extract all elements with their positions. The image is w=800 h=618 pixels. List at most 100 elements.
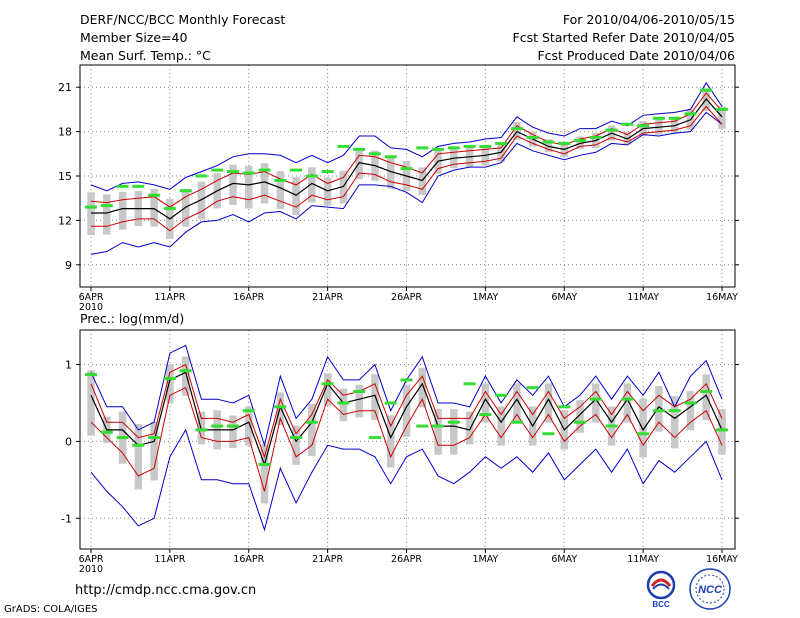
spread-box — [245, 406, 253, 446]
bcc-logo-label: BCC — [652, 600, 670, 609]
observed-marker — [305, 174, 318, 178]
observed-marker — [242, 171, 255, 175]
observed-marker — [179, 369, 192, 373]
observed-marker — [384, 155, 397, 159]
spread-box — [87, 370, 95, 436]
x-tick-label: 6APR — [79, 554, 104, 565]
spread-box — [718, 408, 726, 455]
forecast-produced-date: Fcst Produced Date 2010/04/06 — [537, 48, 735, 63]
chart-title: DERF/NCC/BCC Monthly Forecast — [80, 12, 286, 27]
ncc-logo: NCC — [689, 568, 731, 610]
spread-box — [513, 122, 521, 140]
observed-marker — [226, 170, 239, 174]
observed-marker — [274, 178, 287, 182]
observed-marker — [716, 428, 728, 432]
observed-marker — [668, 409, 681, 413]
series-line-mean — [91, 98, 723, 220]
series-line-lower — [90, 386, 723, 492]
observed-marker — [116, 184, 129, 188]
series-line-upper — [90, 363, 723, 459]
x-tick-label: 26APR — [391, 292, 422, 303]
spread-box — [386, 415, 395, 468]
x-tick-label: 16APR — [233, 554, 264, 565]
x-tick-label: 16APR — [233, 292, 264, 303]
observed-marker — [368, 436, 381, 440]
observed-marker — [148, 436, 161, 440]
observed-marker — [321, 382, 334, 386]
spread-box — [544, 139, 553, 152]
spread-box — [481, 383, 490, 423]
variable-label: Mean Surf. Temp.: °C — [80, 48, 211, 63]
x-tick-year-label: 2010 — [79, 302, 103, 313]
x-tick-label: 11APR — [154, 292, 185, 303]
spread-box — [103, 194, 111, 235]
forecast-period: For 2010/04/06-2010/05/15 — [562, 12, 735, 27]
spread-box — [260, 163, 269, 204]
y-tick-label: -1 — [61, 512, 72, 525]
spread-box — [497, 406, 505, 446]
observed-marker — [400, 167, 413, 171]
observed-marker — [305, 420, 318, 424]
observed-marker — [416, 146, 429, 150]
observed-marker — [274, 405, 287, 409]
spread-box — [150, 421, 158, 481]
spread-box — [87, 192, 95, 236]
observed-marker — [195, 428, 208, 432]
observed-marker — [652, 116, 665, 120]
source-url[interactable]: http://cmdp.ncc.cma.gov.cn — [75, 583, 257, 598]
observed-marker — [290, 168, 303, 172]
observed-marker — [558, 405, 571, 409]
observed-marker — [447, 420, 460, 424]
y-tick-label: 12 — [58, 214, 72, 227]
observed-marker — [447, 146, 460, 150]
spread-box — [308, 167, 316, 203]
spread-box — [623, 131, 632, 145]
observed-marker — [148, 193, 161, 197]
observed-marker — [700, 389, 713, 393]
y-tick-label: 21 — [58, 81, 72, 94]
spread-box — [292, 177, 300, 215]
spread-box — [465, 411, 474, 445]
observed-marker — [495, 141, 508, 145]
y-tick-label: 9 — [65, 259, 72, 272]
spread-box — [292, 425, 300, 465]
spread-box — [355, 149, 363, 180]
y-tick-label: 18 — [58, 126, 72, 139]
spread-box — [702, 374, 710, 421]
bcc-logo: BCC — [646, 570, 676, 609]
spread-box — [323, 373, 332, 406]
observed-marker — [432, 424, 445, 428]
observed-marker — [526, 136, 539, 140]
spread-box — [402, 384, 411, 437]
spread-box — [544, 383, 553, 423]
observed-marker — [526, 386, 539, 390]
observed-marker — [337, 144, 350, 148]
observed-marker — [132, 184, 145, 188]
observed-marker — [716, 107, 728, 111]
series-line-mean — [90, 371, 723, 467]
spread-box — [118, 191, 127, 230]
spread-box — [718, 106, 726, 129]
spread-box — [418, 167, 427, 196]
spread-box — [576, 400, 584, 433]
spread-box — [623, 383, 632, 423]
spread-box — [197, 181, 206, 220]
panel-frame — [79, 329, 736, 550]
observed-marker — [495, 393, 508, 397]
series-line-min — [90, 111, 723, 255]
x-tick-label: 6APR — [79, 292, 104, 303]
spread-box — [450, 408, 458, 455]
spread-box — [670, 396, 679, 449]
spread-box — [150, 188, 158, 227]
spread-box — [134, 424, 143, 490]
observed-marker — [558, 141, 571, 145]
observed-marker — [700, 88, 713, 92]
observed-marker — [621, 122, 634, 126]
spread-box — [592, 383, 600, 423]
observed-marker — [226, 424, 239, 428]
observed-marker — [211, 424, 224, 428]
observed-marker — [542, 432, 555, 436]
spread-box — [386, 155, 395, 189]
observed-marker — [85, 205, 97, 209]
